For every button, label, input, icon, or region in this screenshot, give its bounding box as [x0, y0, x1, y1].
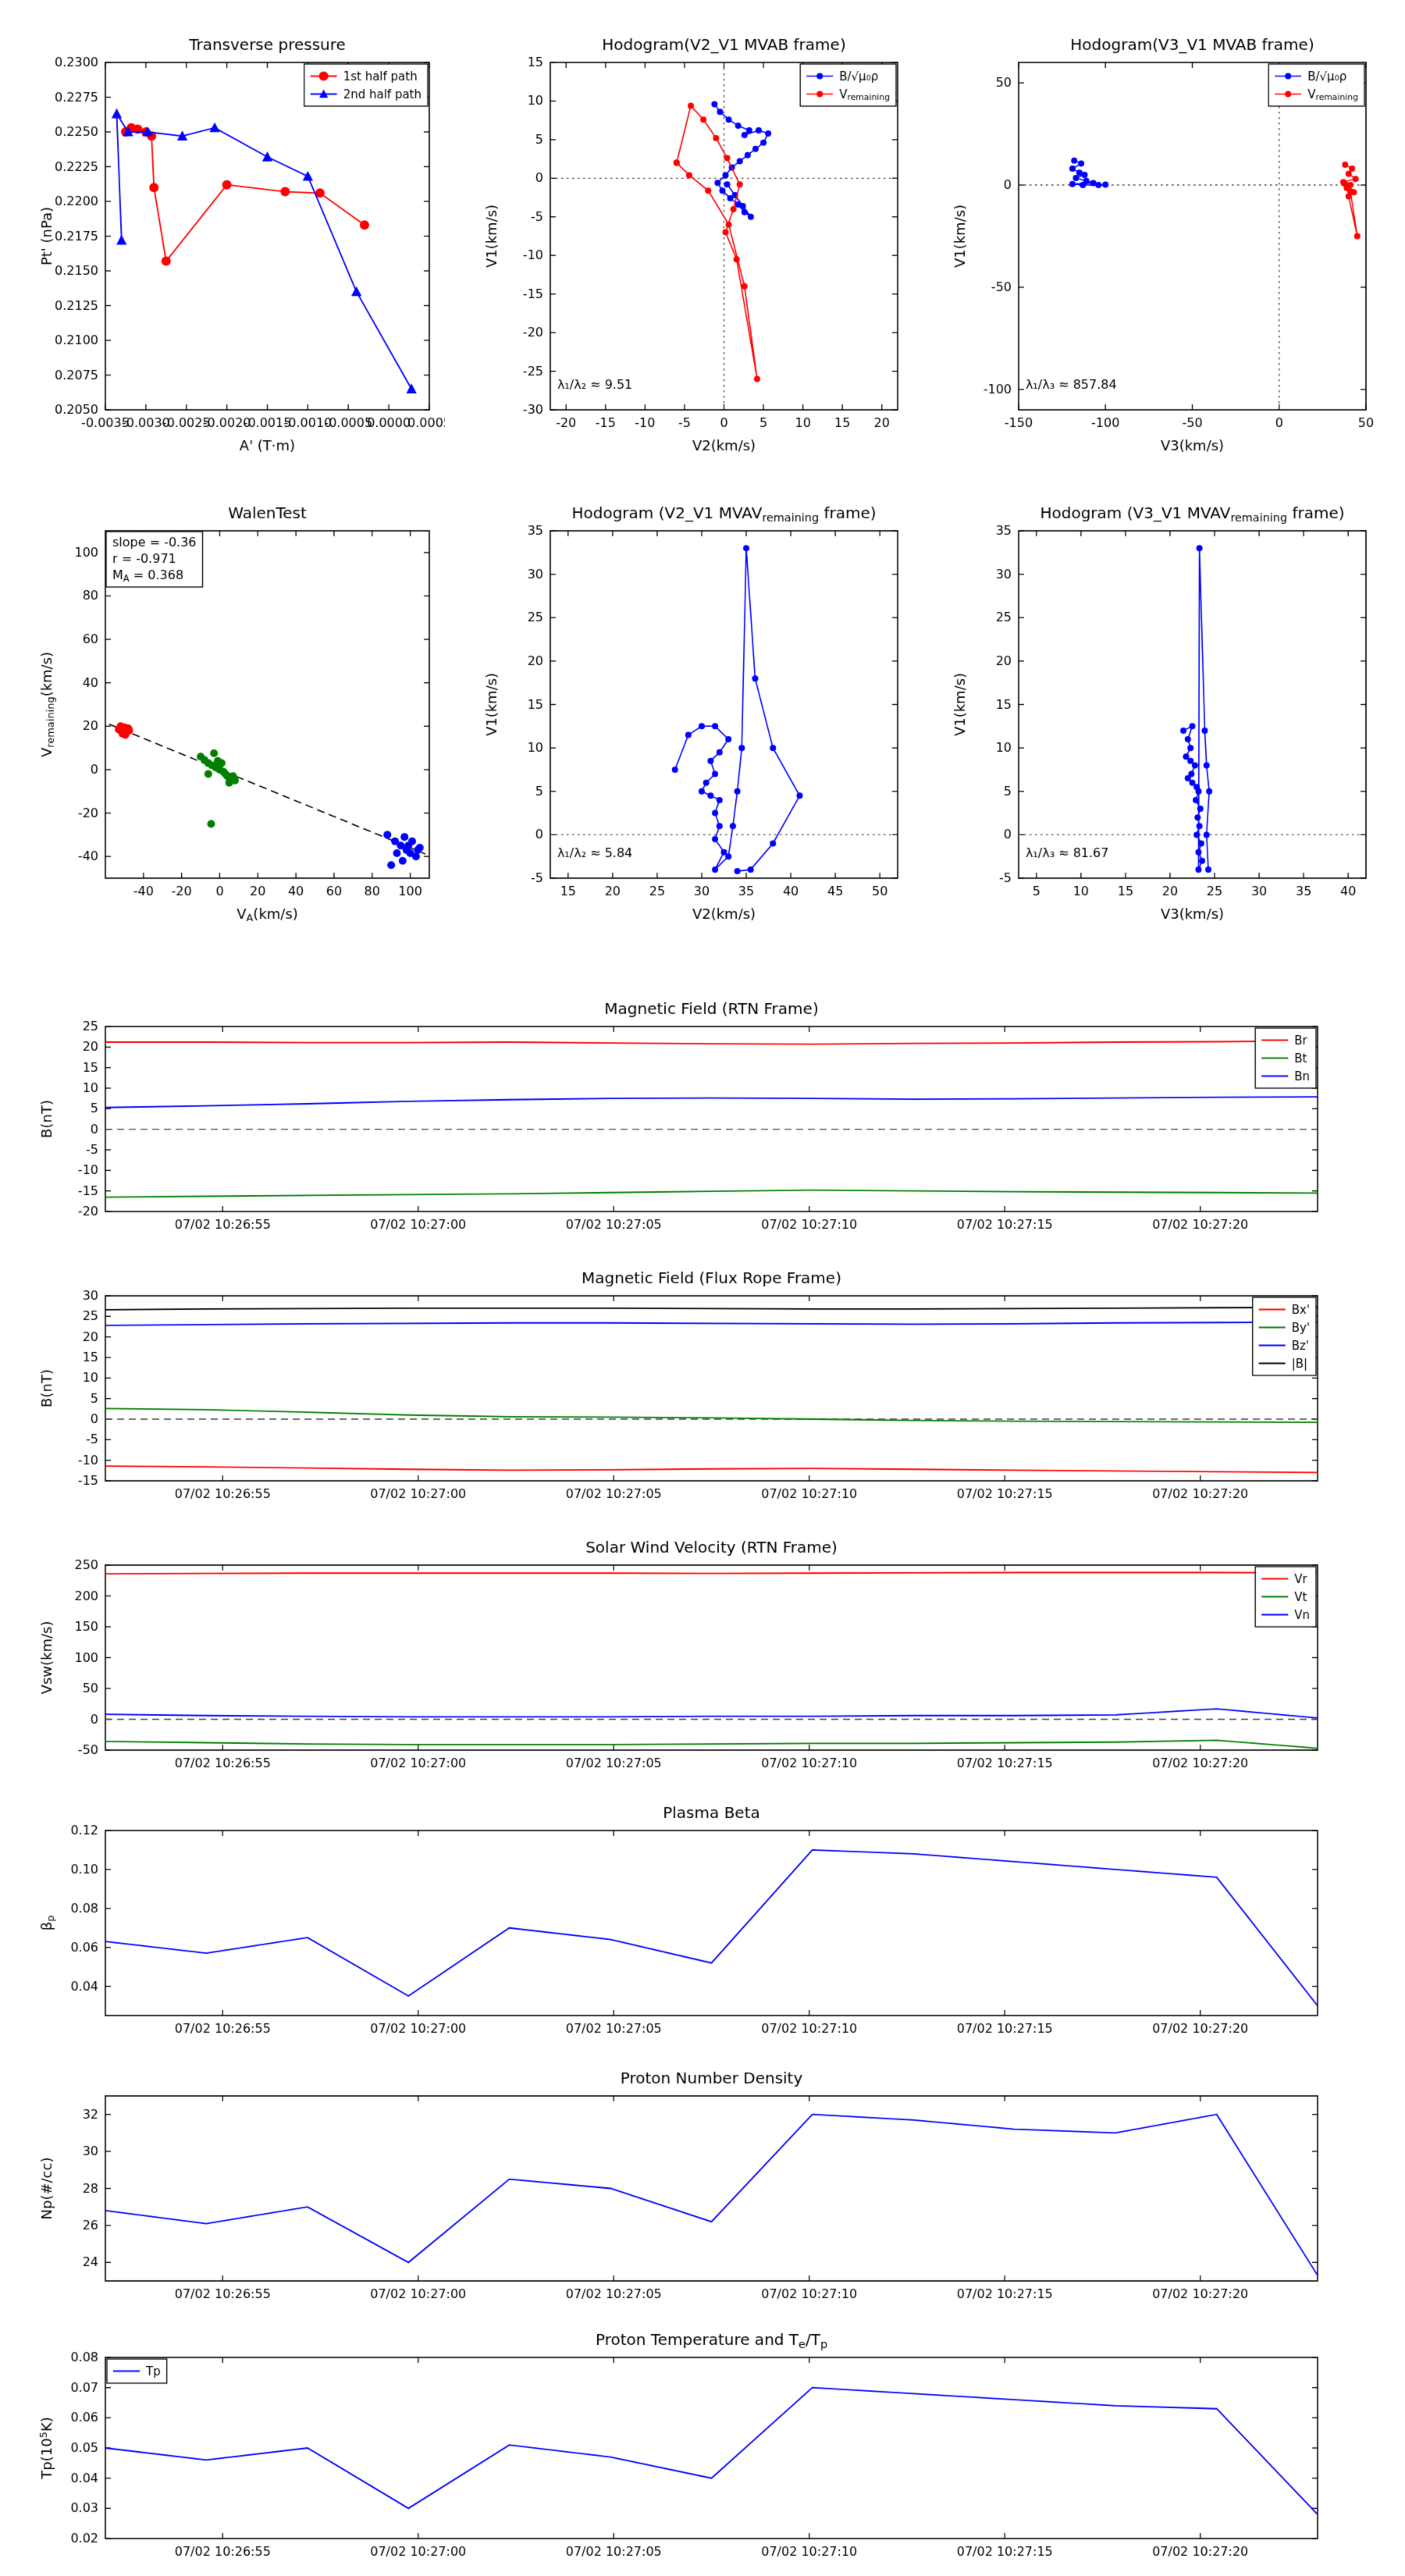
- chart-plasma-beta: [31, 1791, 1374, 2053]
- chart-magnetic-field-rtn: [31, 987, 1374, 1249]
- chart-hodogram-v3v1-mvav: [944, 488, 1382, 945]
- chart-hodogram-v3v1-mvab: [944, 20, 1382, 476]
- chart-walen-test: [31, 488, 445, 945]
- chart-proton-temperature: [31, 2318, 1374, 2576]
- chart-magnetic-field-flux-rope: [31, 1257, 1374, 1518]
- chart-transverse-pressure: [31, 20, 445, 476]
- chart-hodogram-v2v1-mvav: [476, 488, 913, 945]
- chart-proton-number-density: [31, 2057, 1374, 2318]
- chart-solar-wind-velocity: [31, 1526, 1374, 1788]
- chart-hodogram-v2v1-mvab: [476, 20, 913, 476]
